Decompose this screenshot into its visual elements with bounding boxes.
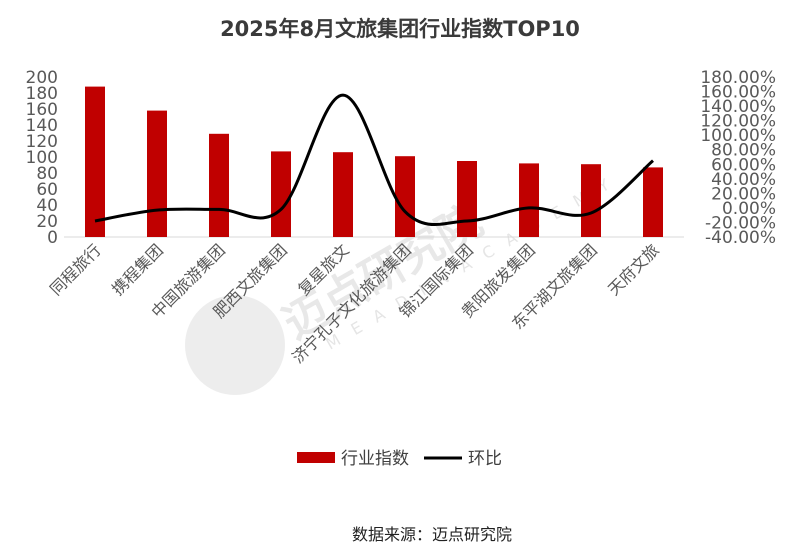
bar: [457, 161, 477, 237]
right-tick-label: 60.00%: [711, 155, 776, 175]
legend-swatch-bar: [297, 452, 335, 463]
bar: [271, 151, 291, 237]
category-label: 携程集团: [108, 240, 167, 299]
legend: 行业指数 环比: [297, 449, 502, 469]
left-tick-label: 40: [36, 196, 58, 216]
category-label: 天府文旅: [604, 240, 663, 299]
right-tick-label: 160.00%: [700, 83, 776, 103]
bar: [333, 152, 353, 237]
bar: [395, 156, 415, 237]
right-tick-label: 0.00%: [722, 199, 776, 219]
right-tick-label: -40.00%: [705, 228, 776, 248]
legend-label-bar: 行业指数: [341, 449, 409, 469]
left-tick-label: 60: [36, 180, 58, 200]
bar: [209, 133, 229, 237]
left-tick-label: 140: [26, 116, 58, 136]
right-tick-label: 180.00%: [700, 68, 776, 88]
left-tick-label: 100: [26, 148, 58, 168]
right-axis: -40.00%-20.00%0.00%20.00%40.00%60.00%80.…: [700, 68, 776, 248]
line-series: [94, 93, 654, 226]
source-note: 数据来源：迈点研究院: [352, 525, 512, 544]
right-tick-label: -20.00%: [705, 213, 776, 233]
right-tick-label: 100.00%: [700, 126, 776, 146]
bar: [581, 164, 601, 237]
right-tick-label: 80.00%: [711, 141, 776, 161]
watermark-logo: [185, 295, 285, 395]
left-tick-label: 0: [47, 228, 58, 248]
left-tick-label: 200: [26, 68, 58, 88]
left-tick-label: 180: [26, 84, 58, 104]
right-tick-label: 140.00%: [700, 97, 776, 117]
bar: [85, 86, 105, 237]
left-tick-label: 20: [36, 212, 58, 232]
left-tick-label: 160: [26, 100, 58, 120]
category-label: 同程旅行: [46, 240, 105, 299]
bar: [519, 163, 539, 237]
right-tick-label: 120.00%: [700, 112, 776, 132]
bar: [643, 167, 663, 237]
left-tick-label: 80: [36, 164, 58, 184]
left-tick-label: 120: [26, 132, 58, 152]
bar-series: [85, 86, 663, 237]
right-tick-label: 20.00%: [711, 184, 776, 204]
legend-label-line: 环比: [468, 449, 502, 469]
chart-title: 2025年8月文旅集团行业指数TOP10: [220, 17, 580, 41]
right-tick-label: 40.00%: [711, 170, 776, 190]
bar: [147, 110, 167, 237]
